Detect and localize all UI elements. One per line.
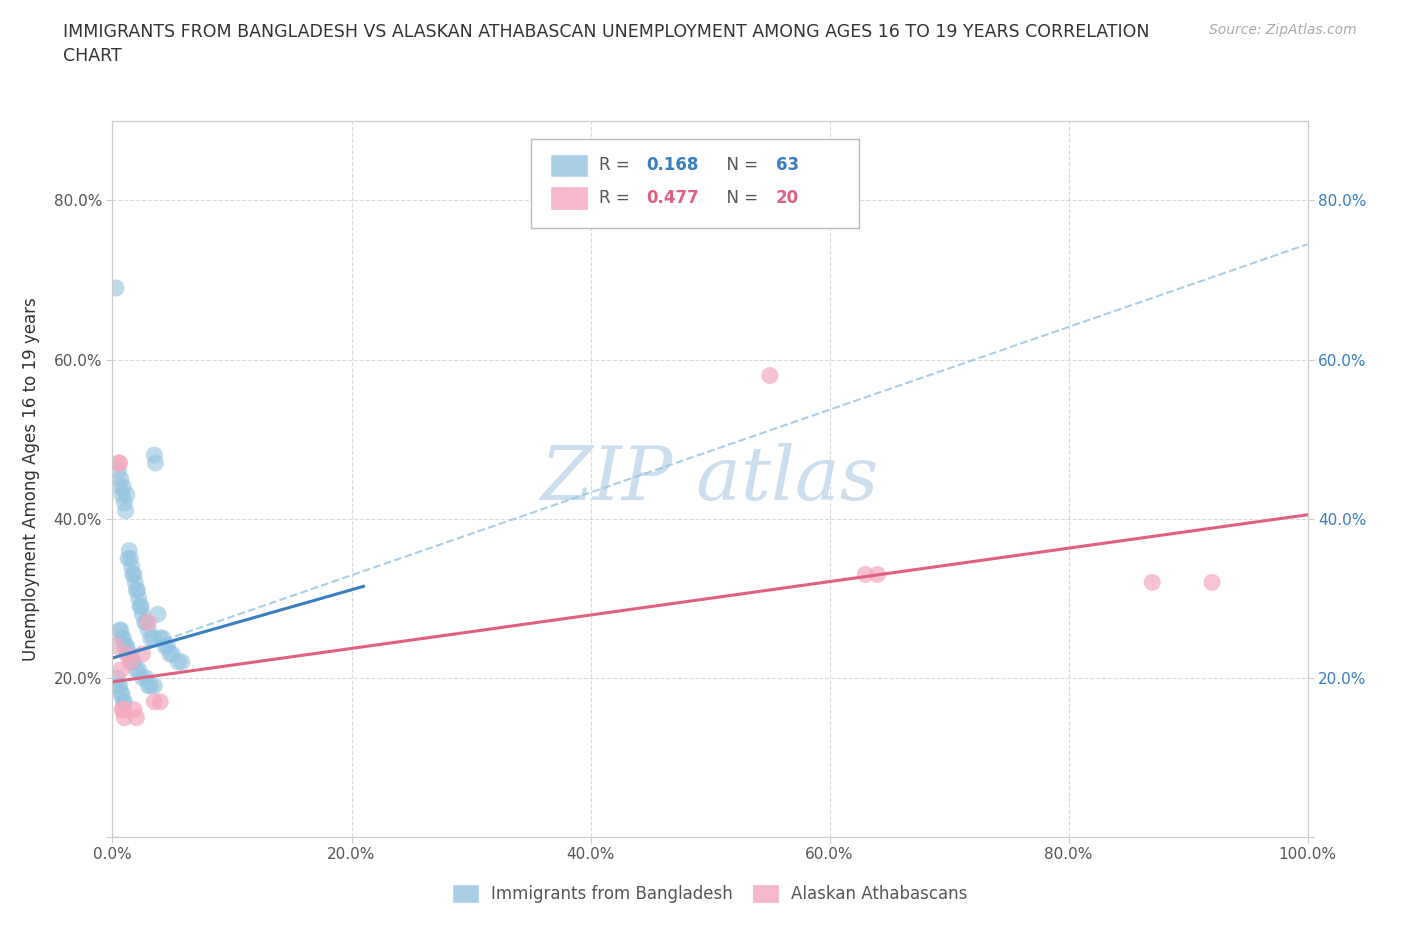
- Point: [120, 551, 142, 566]
- Point: [135, 615, 157, 630]
- Point: [107, 678, 129, 693]
- Point: [167, 655, 190, 670]
- Text: R =: R =: [599, 156, 636, 174]
- Point: [117, 551, 139, 566]
- Point: [139, 631, 162, 645]
- Point: [115, 639, 138, 654]
- Point: [143, 695, 166, 710]
- Point: [124, 575, 146, 590]
- Point: [115, 646, 138, 661]
- Point: [129, 599, 152, 614]
- Point: [162, 646, 183, 661]
- Text: 0.477: 0.477: [647, 189, 699, 207]
- Point: [1142, 575, 1164, 590]
- Point: [759, 368, 782, 383]
- FancyBboxPatch shape: [551, 188, 586, 209]
- Point: [105, 639, 128, 654]
- Point: [110, 623, 132, 638]
- Point: [139, 678, 162, 693]
- Point: [117, 646, 139, 661]
- Point: [118, 543, 141, 558]
- Point: [111, 686, 134, 701]
- Point: [120, 655, 142, 670]
- Point: [121, 559, 143, 574]
- Point: [107, 456, 129, 471]
- Point: [143, 678, 166, 693]
- Point: [170, 655, 193, 670]
- Text: R =: R =: [599, 189, 636, 207]
- Point: [125, 583, 148, 598]
- Text: N =: N =: [716, 189, 763, 207]
- Point: [1201, 575, 1223, 590]
- Point: [111, 702, 134, 717]
- Point: [108, 480, 131, 495]
- Point: [127, 583, 149, 598]
- FancyBboxPatch shape: [551, 154, 586, 176]
- Point: [149, 631, 172, 645]
- Point: [159, 646, 181, 661]
- Point: [131, 671, 153, 685]
- Point: [114, 496, 135, 511]
- Point: [129, 599, 152, 614]
- Point: [110, 662, 132, 677]
- Point: [112, 695, 135, 710]
- Point: [114, 503, 136, 518]
- Point: [114, 639, 136, 654]
- Point: [131, 646, 153, 661]
- Point: [122, 567, 145, 582]
- Legend: Immigrants from Bangladesh, Alaskan Athabascans: Immigrants from Bangladesh, Alaskan Atha…: [453, 884, 967, 903]
- Point: [114, 695, 135, 710]
- Point: [108, 623, 131, 638]
- FancyBboxPatch shape: [531, 139, 859, 229]
- Point: [105, 281, 128, 296]
- Point: [111, 487, 134, 502]
- Text: ZIP atlas: ZIP atlas: [541, 443, 879, 515]
- Point: [138, 678, 160, 693]
- Point: [149, 695, 172, 710]
- Point: [110, 686, 132, 701]
- Point: [855, 567, 877, 582]
- Point: [135, 671, 157, 685]
- Point: [122, 655, 145, 670]
- Point: [114, 639, 135, 654]
- Text: Source: ZipAtlas.com: Source: ZipAtlas.com: [1209, 23, 1357, 37]
- Point: [138, 623, 160, 638]
- Point: [134, 615, 156, 630]
- Point: [146, 606, 169, 621]
- Point: [156, 639, 179, 654]
- Point: [122, 702, 145, 717]
- Point: [138, 615, 160, 630]
- Point: [153, 639, 176, 654]
- Point: [128, 662, 150, 677]
- Point: [105, 671, 128, 685]
- Point: [125, 662, 148, 677]
- Point: [114, 711, 135, 725]
- Text: 20: 20: [776, 189, 799, 207]
- Text: IMMIGRANTS FROM BANGLADESH VS ALASKAN ATHABASCAN UNEMPLOYMENT AMONG AGES 16 TO 1: IMMIGRANTS FROM BANGLADESH VS ALASKAN AT…: [63, 23, 1150, 65]
- Point: [121, 567, 143, 582]
- Point: [128, 591, 150, 605]
- Point: [112, 480, 135, 495]
- Point: [112, 631, 135, 645]
- Point: [131, 606, 153, 621]
- Point: [112, 702, 135, 717]
- Point: [120, 646, 142, 661]
- Point: [145, 456, 167, 471]
- Point: [866, 567, 889, 582]
- Point: [142, 631, 165, 645]
- Point: [107, 463, 129, 478]
- Point: [110, 472, 132, 486]
- Y-axis label: Unemployment Among Ages 16 to 19 years: Unemployment Among Ages 16 to 19 years: [21, 297, 39, 661]
- Point: [108, 456, 131, 471]
- Point: [143, 447, 166, 462]
- Text: 0.168: 0.168: [647, 156, 699, 174]
- Text: N =: N =: [716, 156, 763, 174]
- Point: [121, 655, 143, 670]
- Point: [152, 631, 174, 645]
- Point: [125, 711, 148, 725]
- Point: [108, 678, 131, 693]
- Point: [111, 631, 134, 645]
- Text: 63: 63: [776, 156, 799, 174]
- Point: [115, 487, 138, 502]
